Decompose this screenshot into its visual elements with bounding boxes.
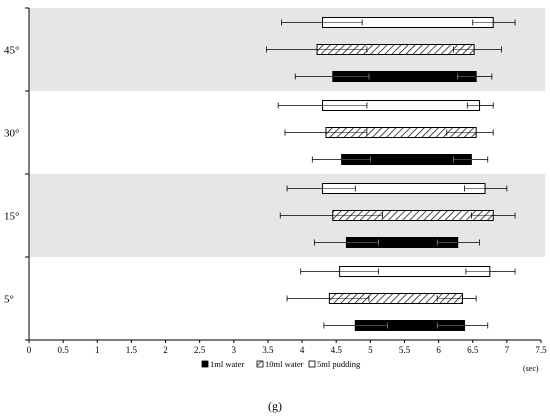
bar-hatched-0 — [266, 44, 502, 55]
x-tick-label-15: 7.5 — [535, 345, 547, 355]
x-tick-label-6: 3 — [232, 345, 237, 355]
bar-black-1 — [311, 154, 489, 165]
category-label-1: 30° — [4, 128, 19, 140]
bars — [266, 17, 516, 331]
bar-white-3 — [300, 266, 516, 277]
panel-label: (g) — [268, 399, 282, 413]
x-tick-label-5: 2.5 — [194, 345, 206, 355]
bar-white-1 — [277, 100, 494, 111]
axes — [25, 7, 541, 341]
bar-hatched-2 — [279, 210, 516, 221]
bar-hatched-1 — [284, 127, 494, 138]
legend-label-1: 10ml water — [265, 359, 304, 369]
category-label-3: 5° — [4, 294, 14, 306]
bar-black-3 — [323, 320, 489, 331]
x-tick-label-9: 4.5 — [331, 345, 343, 355]
x-tick-label-12: 6 — [436, 345, 441, 355]
legend-swatch-2 — [308, 360, 316, 368]
bar-black-2 — [313, 237, 480, 248]
x-tick-label-4: 2 — [163, 345, 168, 355]
legend-label-0: 1ml water — [210, 359, 244, 369]
x-tick-labels: 0 0.5 1 1.5 2 2.5 3 3.5 4 4.5 5 5.5 6 6.5 7 7.5 — [27, 340, 547, 355]
x-tick-label-13: 6.5 — [467, 345, 479, 355]
category-label-2: 15° — [4, 211, 19, 223]
x-unit-label: (sec) — [523, 364, 539, 373]
bar-black-0 — [294, 71, 493, 82]
legend-swatch-1 — [256, 360, 264, 368]
x-tick-label-3: 1.5 — [126, 345, 138, 355]
x-tick-label-2: 1 — [95, 345, 100, 355]
bar-hatched-3 — [286, 293, 477, 304]
legend-label-2: 5ml pudding — [317, 359, 361, 369]
category-labels: 45° 30° 15° 5° — [4, 45, 19, 306]
x-tick-label-8: 4 — [300, 345, 305, 355]
legend-swatch-0 — [201, 360, 209, 368]
x-tick-label-1: 0.5 — [58, 345, 70, 355]
bar-white-2 — [286, 183, 508, 194]
x-tick-label-0: 0 — [27, 345, 32, 355]
category-label-0: 45° — [4, 45, 19, 57]
bar-white-0 — [281, 17, 516, 28]
legend: 1ml water 10ml water 5ml pudding — [201, 359, 361, 369]
x-tick-label-14: 7 — [505, 345, 510, 355]
x-tick-label-10: 5 — [368, 345, 373, 355]
x-tick-label-7: 3.5 — [262, 345, 274, 355]
x-tick-label-11: 5.5 — [399, 345, 411, 355]
